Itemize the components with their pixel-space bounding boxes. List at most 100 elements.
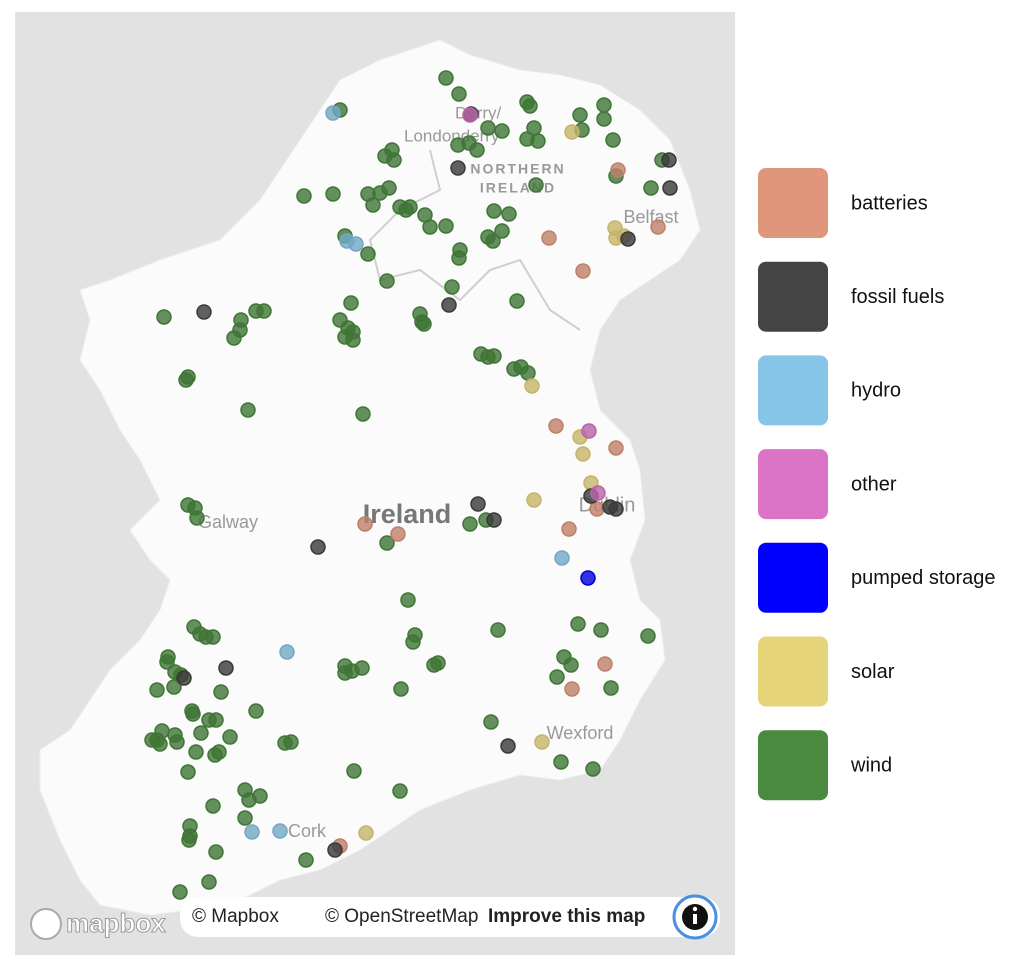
plant-marker — [218, 660, 234, 676]
legend-swatch — [758, 636, 828, 707]
plant-marker — [296, 188, 312, 204]
plant-marker — [483, 714, 499, 730]
plant-marker — [524, 378, 540, 394]
plant-marker — [572, 107, 588, 123]
plant-marker — [325, 105, 341, 121]
plant-marker — [494, 123, 510, 139]
plant-marker — [450, 160, 466, 176]
plant-marker — [354, 660, 370, 676]
mapbox-logo: mapbox — [66, 908, 166, 938]
plant-marker — [416, 316, 432, 332]
plant-marker — [438, 218, 454, 234]
plant-marker — [343, 295, 359, 311]
plant-marker — [365, 197, 381, 213]
plant-marker — [240, 402, 256, 418]
plant-marker — [189, 510, 205, 526]
plant-marker — [509, 293, 525, 309]
place-label: Belfast — [623, 207, 678, 227]
plant-marker — [501, 206, 517, 222]
plant-marker — [208, 712, 224, 728]
plant-marker — [620, 231, 636, 247]
legend-label: wind — [850, 754, 892, 776]
plant-marker — [172, 884, 188, 900]
plant-marker — [346, 763, 362, 779]
plant-marker — [575, 446, 591, 462]
plant-marker — [310, 539, 326, 555]
plant-marker — [156, 309, 172, 325]
plant-marker — [337, 665, 353, 681]
plant-marker — [486, 512, 502, 528]
plant-marker — [248, 703, 264, 719]
plant-marker — [149, 682, 165, 698]
place-label: IRELAND — [480, 180, 556, 196]
mapbox-logo-icon — [30, 908, 62, 940]
plant-marker — [561, 521, 577, 537]
plant-marker — [205, 798, 221, 814]
plant-marker — [462, 516, 478, 532]
plant-marker — [379, 535, 395, 551]
plant-marker — [205, 629, 221, 645]
place-label: Ireland — [363, 499, 452, 529]
legend-label: fossil fuels — [851, 286, 944, 308]
plant-marker — [272, 823, 288, 839]
plant-marker — [608, 440, 624, 456]
plant-marker — [283, 734, 299, 750]
plant-marker — [530, 133, 546, 149]
plant-marker — [185, 706, 201, 722]
plant-marker — [500, 738, 516, 754]
plant-marker — [605, 132, 621, 148]
plant-marker — [169, 734, 185, 750]
plant-marker — [469, 142, 485, 158]
plant-marker — [662, 180, 678, 196]
legend-swatch — [758, 542, 828, 613]
place-label: Cork — [288, 821, 327, 841]
plant-marker — [534, 734, 550, 750]
plant-marker — [590, 485, 606, 501]
plant-marker — [181, 832, 197, 848]
plant-marker — [564, 681, 580, 697]
plant-marker — [441, 297, 457, 313]
plant-marker — [213, 684, 229, 700]
legend-swatch — [758, 168, 828, 238]
plant-marker — [358, 825, 374, 841]
place-label: NORTHERN — [470, 161, 565, 177]
plant-marker — [610, 162, 626, 178]
plant-marker — [486, 203, 502, 219]
plant-marker — [226, 330, 242, 346]
plant-marker — [541, 230, 557, 246]
plant-marker — [201, 874, 217, 890]
plant-marker — [650, 219, 666, 235]
plant-marker — [430, 655, 446, 671]
plant-marker — [159, 654, 175, 670]
plant-marker — [603, 680, 619, 696]
plant-marker — [585, 761, 601, 777]
plant-marker — [661, 152, 677, 168]
legend-label: hydro — [851, 380, 901, 402]
plant-marker — [325, 186, 341, 202]
plant-marker — [355, 406, 371, 422]
info-icon — [692, 906, 698, 912]
plant-marker — [348, 236, 364, 252]
plant-marker — [589, 501, 605, 517]
plant-marker — [581, 423, 597, 439]
plant-marker — [563, 657, 579, 673]
plant-marker — [549, 669, 565, 685]
plant-marker — [298, 852, 314, 868]
attribution: © OpenStreetMap — [325, 906, 478, 927]
plant-marker — [490, 622, 506, 638]
plant-marker — [522, 98, 538, 114]
plant-marker — [451, 250, 467, 266]
plant-marker — [327, 842, 343, 858]
plant-marker — [222, 729, 238, 745]
legend-swatch — [758, 449, 828, 520]
improve-link[interactable]: Improve this map — [488, 906, 645, 927]
plant-marker — [400, 592, 416, 608]
plant-marker — [470, 496, 486, 512]
plant-marker — [520, 365, 536, 381]
info-icon — [693, 914, 697, 924]
plant-marker — [390, 526, 406, 542]
plant-marker — [208, 844, 224, 860]
plant-marker — [360, 246, 376, 262]
plant-marker — [193, 725, 209, 741]
